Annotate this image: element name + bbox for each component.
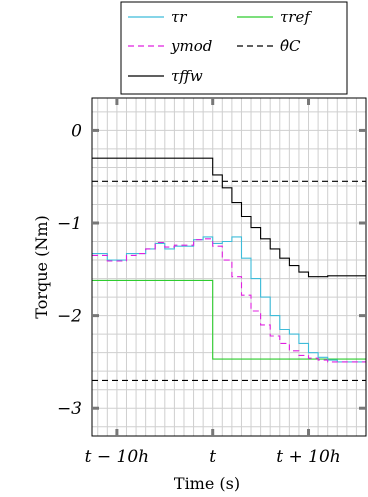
y-tick-label: −3 bbox=[57, 399, 82, 419]
x-tick-label: t − 10h bbox=[85, 447, 149, 467]
legend-label-y_mod: ymod bbox=[170, 37, 212, 55]
x-tick-label: t + 10h bbox=[276, 447, 340, 467]
y-tick-label: −1 bbox=[57, 214, 82, 234]
y-tick-label: −2 bbox=[57, 307, 82, 327]
legend-box bbox=[120, 1, 348, 95]
series-line-2 bbox=[92, 238, 366, 363]
ticks: 0 −1 −2 −3 t − 10h t t + 10h bbox=[57, 98, 366, 467]
series-group bbox=[92, 157, 366, 381]
series-line-5 bbox=[92, 157, 366, 278]
x-axis-label: Time (s) bbox=[174, 474, 240, 493]
grid bbox=[92, 98, 367, 436]
y-tick-label: 0 bbox=[71, 121, 82, 141]
x-tick-label: t bbox=[209, 447, 216, 467]
legend-label-tau_r: τr bbox=[171, 8, 187, 26]
legend: τr τref ymod θ̂C τffw bbox=[120, 1, 348, 95]
y-axis-label: Torque (Nm) bbox=[32, 215, 51, 318]
plot-frame bbox=[91, 97, 367, 437]
legend-label-tau_ffw: τffw bbox=[171, 67, 203, 85]
series-line-1 bbox=[92, 279, 366, 360]
legend-label-tau_ref: τref bbox=[280, 8, 312, 26]
legend-label-theta_c: θ̂C bbox=[280, 37, 301, 55]
